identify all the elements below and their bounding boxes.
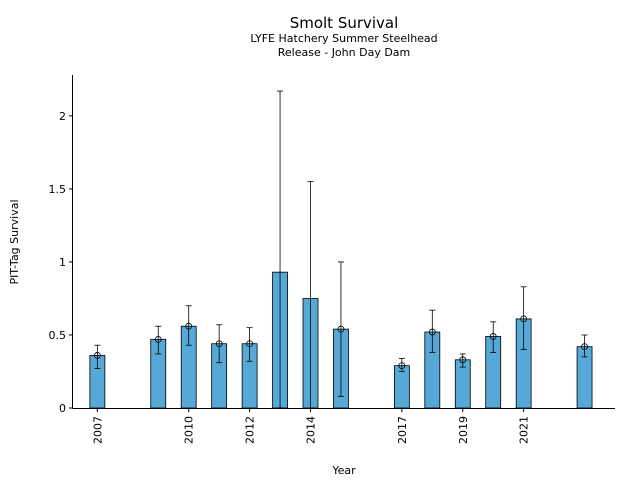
point-marker-2019	[459, 356, 467, 364]
chart-subtitle-line-1: LYFE Hatchery Summer Steelhead	[250, 32, 437, 45]
bar-group-2018	[424, 309, 441, 409]
point-marker-2023	[581, 343, 588, 351]
y-axis-label: PIT-Tag Survival	[8, 199, 21, 284]
point-marker-2009	[154, 335, 162, 343]
x-tick-label: 2019	[457, 416, 470, 444]
bar-group-2011	[211, 324, 228, 409]
y-tick-label: 1.5	[49, 183, 67, 196]
y-tick-label: 2	[59, 110, 66, 123]
bar-group-2012	[241, 327, 258, 409]
bar-group-2007	[89, 344, 106, 409]
point-marker-2012	[246, 340, 254, 348]
point-marker-2020	[489, 333, 497, 340]
bar-group-2021	[515, 286, 532, 409]
bar-group-2019	[454, 353, 471, 409]
point-marker-2017	[398, 362, 406, 370]
x-axis-label: Year	[331, 464, 356, 477]
bars-layer	[89, 90, 593, 409]
bar-group-2015	[333, 261, 349, 409]
point-marker-2007	[93, 352, 101, 359]
x-tick-label: 2007	[91, 416, 104, 444]
bar-2017	[393, 365, 410, 409]
bar-group-2020	[485, 321, 502, 409]
x-tick-label: 2012	[244, 416, 257, 444]
bar-group-2010	[180, 305, 197, 409]
point-marker-2018	[428, 328, 436, 336]
y-tick-label: 1	[59, 256, 66, 269]
point-marker-2021	[520, 315, 528, 323]
x-tick-label: 2017	[396, 416, 409, 444]
y-tick-label: 0.5	[49, 329, 67, 342]
bar-group-2013	[272, 90, 288, 409]
chart-subtitle-line-2: Release - John Day Dam	[278, 46, 411, 59]
x-tick-label: 2014	[305, 416, 318, 444]
y-tick-label: 0	[59, 402, 66, 415]
point-marker-2011	[215, 340, 223, 348]
bar-group-2017	[393, 357, 410, 409]
point-marker-2010	[185, 322, 193, 330]
point-marker-2015	[337, 325, 345, 333]
y-ticks: 0 0.5 1 1.5 2	[49, 110, 73, 415]
bar-group-2009	[150, 325, 167, 409]
bar-group-2014	[302, 181, 319, 409]
chart-title: Smolt Survival	[290, 14, 399, 32]
x-tick-label: 2021	[518, 416, 531, 444]
x-tick-label: 2010	[183, 416, 196, 444]
x-ticks: 2007 2010 2012 2014 2017 2019 2021	[91, 408, 531, 444]
bar-group-2023	[576, 334, 593, 409]
